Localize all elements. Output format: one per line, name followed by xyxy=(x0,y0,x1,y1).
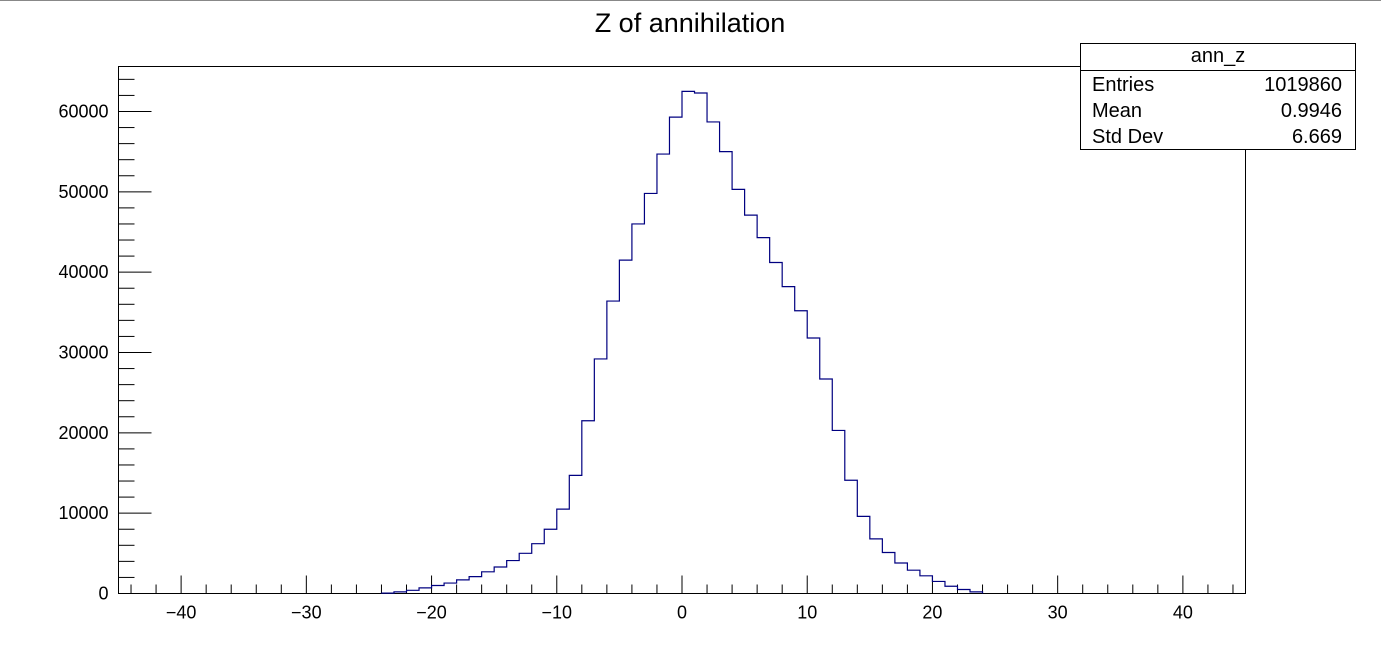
stats-stddev-label: Std Dev xyxy=(1092,126,1163,148)
x-tick-label: −10 xyxy=(542,603,573,623)
histogram-outline xyxy=(380,90,984,594)
y-tick-label: 10000 xyxy=(58,503,108,523)
x-tick-label: 30 xyxy=(1048,603,1068,623)
x-tick-label: 0 xyxy=(677,603,687,623)
y-tick-label: 50000 xyxy=(58,182,108,202)
plot-frame xyxy=(118,66,1246,594)
stats-box: ann_z Entries 1019860 Mean 0.9946 Std De… xyxy=(1080,43,1356,150)
x-tick-label: 10 xyxy=(797,603,817,623)
stats-mean-value: 0.9946 xyxy=(1281,100,1342,122)
y-tick-label: 20000 xyxy=(58,423,108,443)
stats-stddev-value: 6.669 xyxy=(1292,126,1342,148)
stats-mean-label: Mean xyxy=(1092,100,1142,122)
x-tick-label: 20 xyxy=(922,603,942,623)
y-tick-label: 30000 xyxy=(58,342,108,362)
axis-tick-labels: −40 −30 −20 −10 0 10 20 30 40 0 10000 20000 30000 400… xyxy=(58,101,1192,622)
x-tick-label: −30 xyxy=(291,603,322,623)
chart-title: Z of annihilation xyxy=(595,8,786,38)
axis-ticks xyxy=(118,78,1234,594)
y-tick-label: 40000 xyxy=(58,262,108,282)
x-tick-label: 40 xyxy=(1173,603,1193,623)
stats-title: ann_z xyxy=(1191,45,1246,67)
stats-entries-value: 1019860 xyxy=(1264,74,1342,96)
x-tick-label: −20 xyxy=(416,603,447,623)
stats-box-frame xyxy=(1080,43,1356,150)
stats-entries-label: Entries xyxy=(1092,74,1154,96)
y-tick-label: 60000 xyxy=(58,101,108,121)
y-tick-label: 0 xyxy=(98,584,108,604)
x-tick-label: −40 xyxy=(166,603,197,623)
